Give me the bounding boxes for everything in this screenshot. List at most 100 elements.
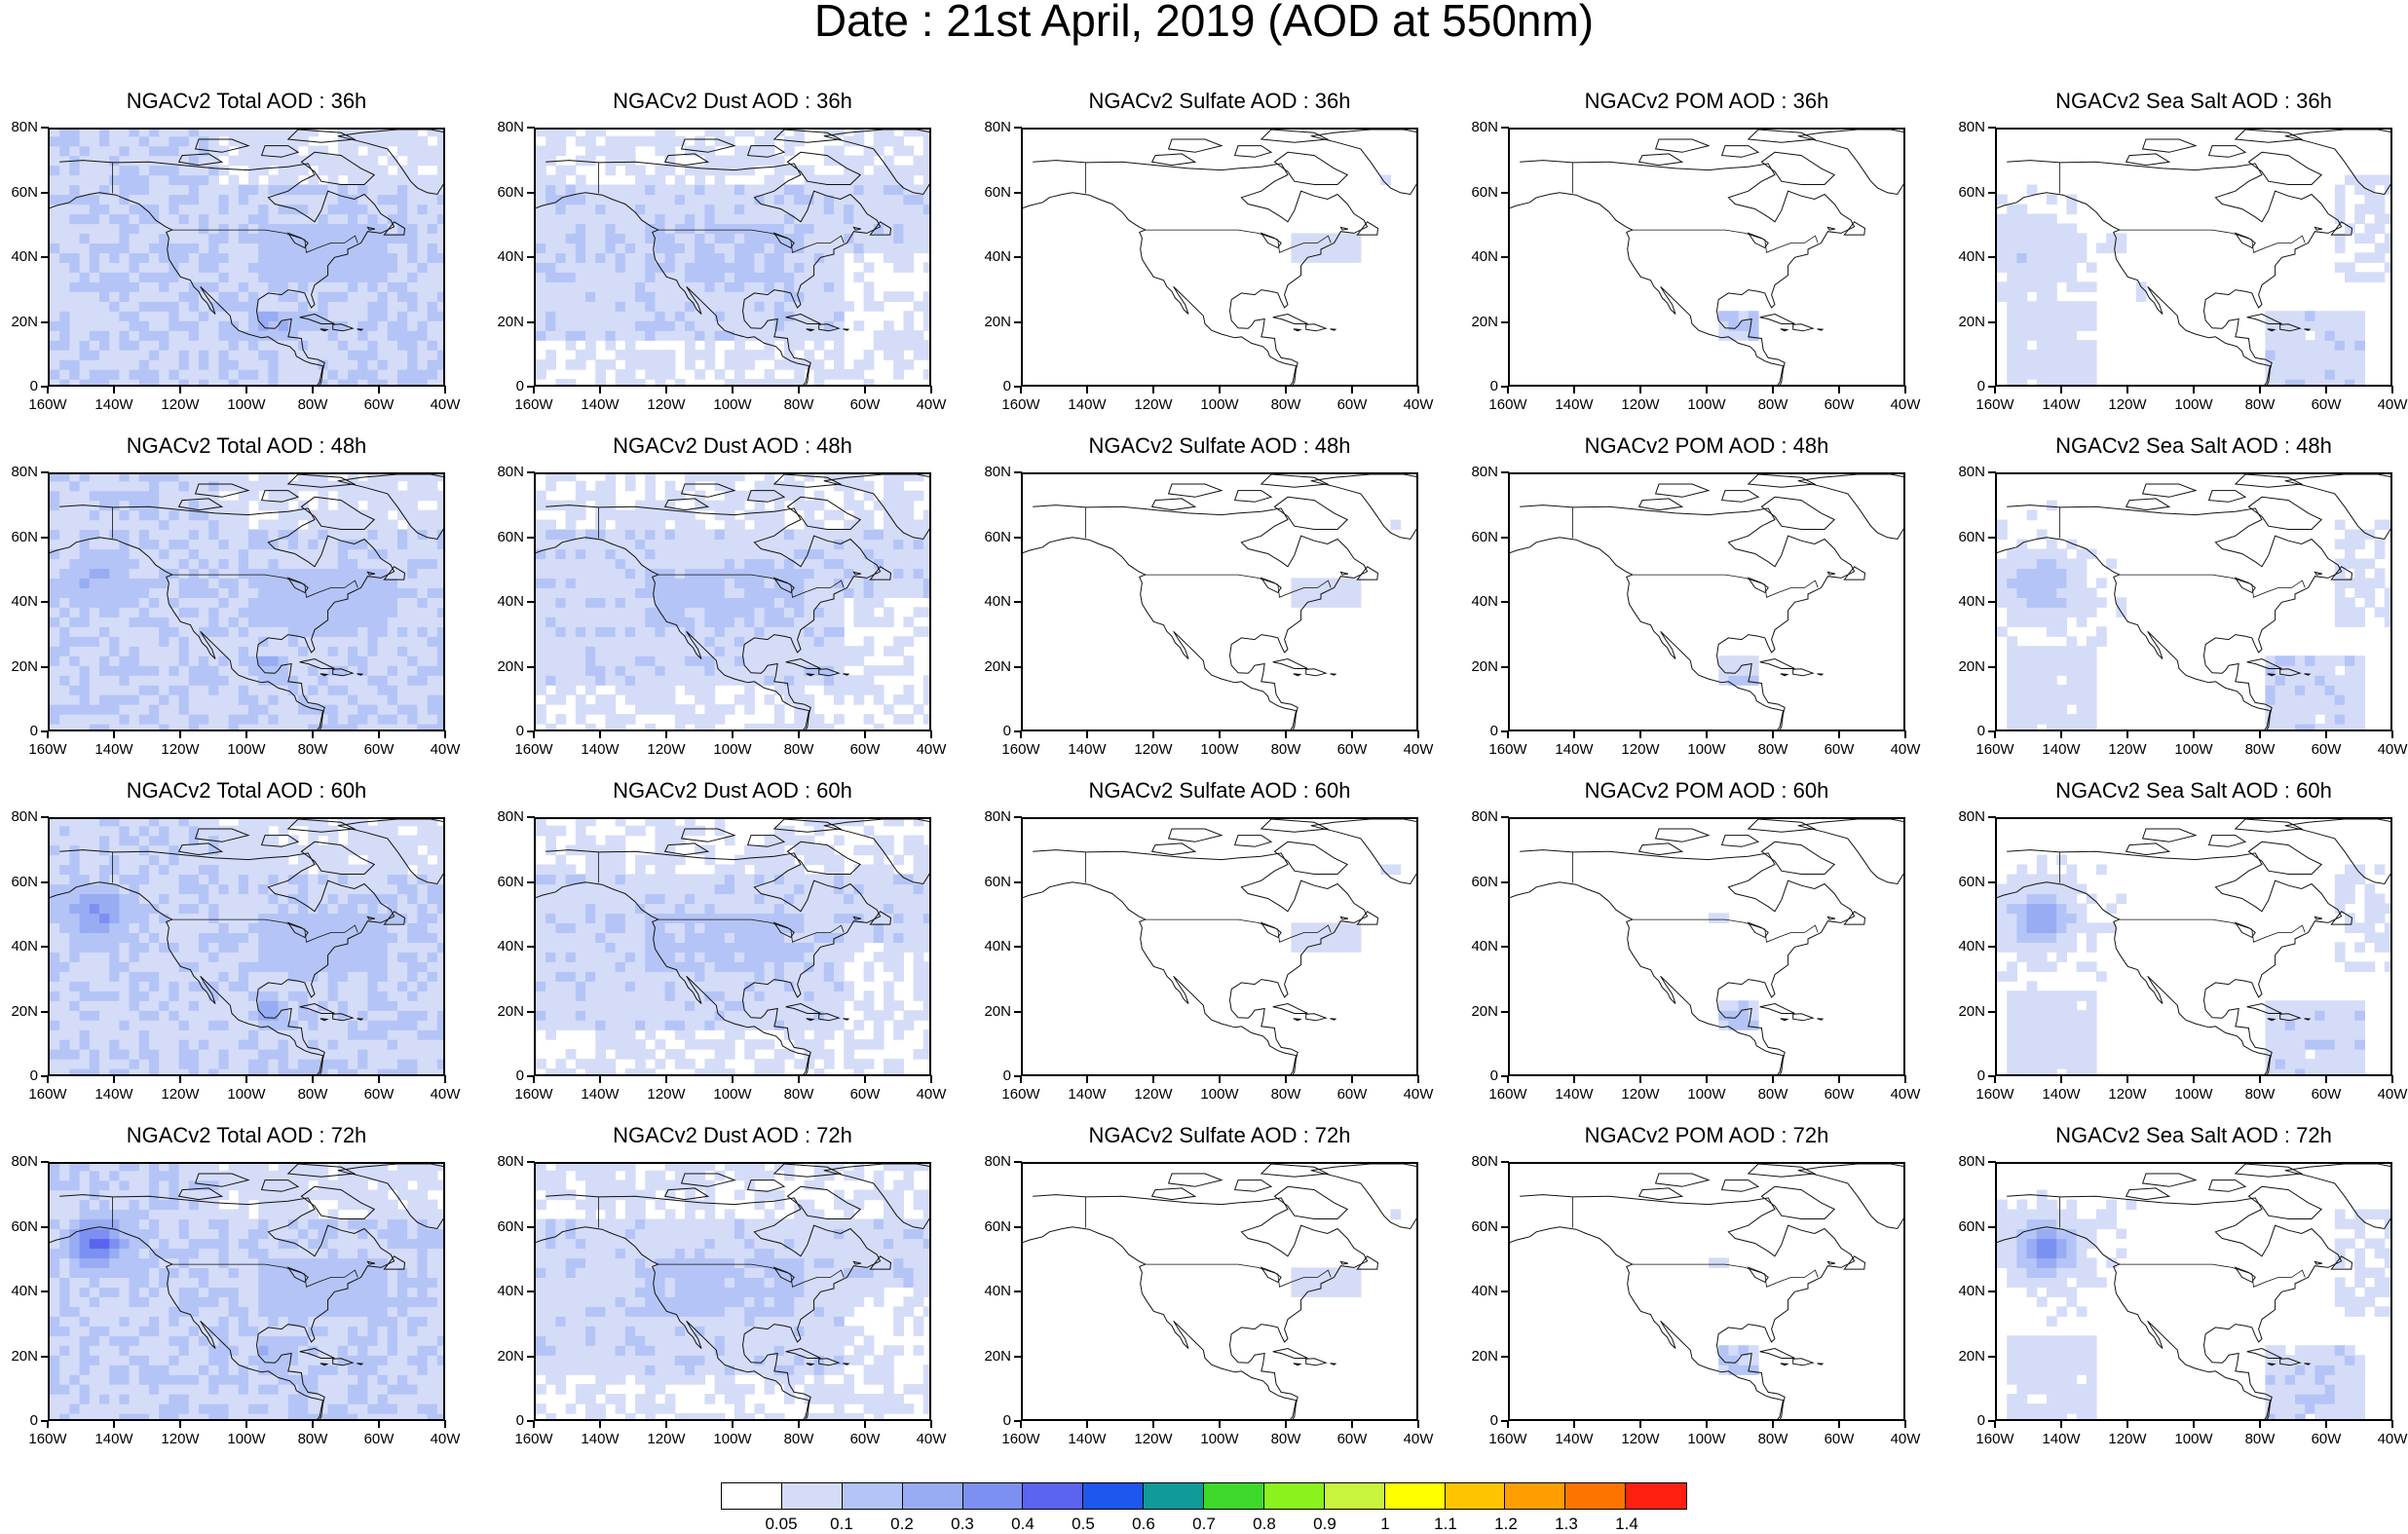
aod-cell [605,243,616,253]
aod-cell [685,587,696,598]
aod-cell [99,1068,110,1076]
lat-label: 80N [972,464,1011,480]
aod-cell [328,166,339,176]
aod-cell [248,359,259,370]
aod-cell [169,655,179,666]
aod-cell [59,724,70,731]
aod-cell [923,369,931,380]
aod-cell [814,597,825,608]
aod-cell [774,597,785,608]
aod-cell [834,510,845,521]
aod-cell [218,166,229,176]
aod-cell [388,379,398,387]
aod-cell [159,607,169,617]
aod-cell [2037,549,2048,560]
aod-cell [744,587,755,598]
aod-cell [119,474,130,481]
aod-cell [109,1020,120,1030]
aod-cell [645,491,656,502]
aod-cell [744,185,755,196]
aod-cell [1331,578,1341,588]
aod-cell [189,578,200,588]
aod-cell [50,578,60,588]
aod-cell [229,675,240,686]
aod-cell [99,952,110,962]
aod-cell [417,714,428,725]
aod-cell [814,243,825,253]
aod-cell [2047,501,2057,511]
aod-cell [248,530,259,541]
aod-cell [834,340,845,351]
aod-cell [585,205,596,215]
aod-cell [428,559,438,570]
aod-cell [665,559,676,570]
aod-cell [130,665,140,676]
aod-cell [169,704,179,715]
aod-cell [59,481,70,492]
aod-cell [834,350,845,360]
aod-cell [834,330,845,341]
aod-cell [754,185,765,196]
aod-cell [218,185,229,196]
aod-cell [1739,330,1750,341]
aod-cell [229,704,240,715]
aod-cell [903,130,914,136]
aod-cell [704,195,715,206]
aod-cell [437,252,445,263]
aod-cell [179,243,190,253]
lon-tick [1285,730,1287,738]
aod-cell [2116,233,2126,243]
aod-cell [288,379,299,387]
aod-cell [130,214,140,225]
aod-cell [229,369,240,380]
aod-cell [1340,252,1351,263]
aod-cell [99,865,110,876]
aod-cell [279,136,289,147]
aod-cell [566,272,577,282]
aod-cell [248,320,259,331]
aod-cell [80,136,91,147]
aod-cell [109,597,120,608]
aod-cell [893,481,904,492]
aod-cell [704,559,715,570]
aod-cell [585,665,596,676]
aod-cell [2056,301,2067,312]
aod-cell [566,320,577,331]
lat-tick [527,256,535,258]
aod-cell [169,491,179,502]
aod-cell [2056,252,2067,263]
aod-cell [2335,350,2346,360]
lon-label: 120W [2103,741,2152,758]
lon-label: 60W [841,741,889,758]
aod-cell [298,214,309,225]
aod-cell [378,195,389,206]
aod-cell [357,195,368,206]
aod-cell [80,655,91,666]
aod-cell [874,549,884,560]
aod-cell [159,685,169,695]
aod-cell [635,685,646,695]
aod-cell [119,884,130,895]
aod-cell [635,350,646,360]
aod-cell [595,587,606,598]
aod-cell [665,491,676,502]
aod-cell [546,626,556,637]
aod-cell [99,826,110,837]
aod-cell [90,665,100,676]
aod-cell [80,922,91,933]
aod-cell [119,233,130,243]
aod-cell [2295,704,2306,715]
aod-cell [814,359,825,370]
aod-cell [80,223,91,234]
aod-cell [665,597,676,608]
aod-cell [397,205,408,215]
aod-cell [893,474,904,481]
aod-cell [179,540,190,550]
aod-cell [2276,675,2286,686]
aod-cell [685,350,696,360]
aod-cell [1728,675,1739,686]
aod-cell [2354,350,2365,360]
aod-cell [338,607,349,617]
map-area [48,128,445,387]
aod-cell [109,146,120,157]
